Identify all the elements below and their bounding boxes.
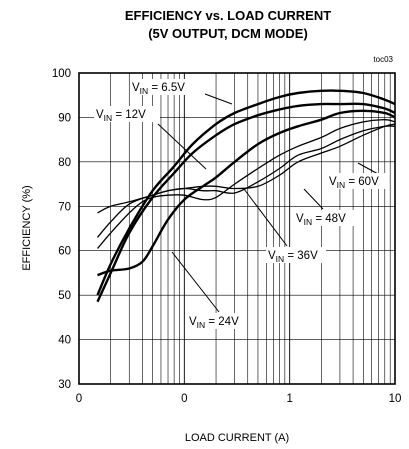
annotation-leader xyxy=(357,162,379,175)
annotation-label: VIN = 6.5V xyxy=(132,82,185,96)
chart-title-line-1: EFFICIENCY vs. LOAD CURRENT xyxy=(125,8,331,23)
plot-frame xyxy=(78,72,396,385)
chart-tag: toc03 xyxy=(373,55,393,64)
annotation-label: VIN = 48V xyxy=(296,213,346,227)
annotation-label: VIN = 60V xyxy=(329,176,379,190)
x-tick-label: 0 xyxy=(76,393,82,405)
annotation-bg xyxy=(266,247,326,263)
y-tick-label: 100 xyxy=(52,68,71,80)
x-axis-label: LOAD CURRENT (A) xyxy=(185,432,289,444)
series-annotations: VIN = 6.5V VIN = 12V VIN = 60V VIN = 48V VIN… xyxy=(94,79,387,330)
series-line-4 xyxy=(97,119,396,249)
series-line-1 xyxy=(96,89,396,296)
annotation-leader xyxy=(157,123,207,170)
y-tick-label: 70 xyxy=(58,201,71,213)
annotation-label: VIN = 24V xyxy=(189,316,239,330)
x-tick-label: 1 xyxy=(286,393,292,405)
series-lines xyxy=(96,89,396,303)
annotation-leader xyxy=(171,251,220,313)
annotation-bg xyxy=(130,79,204,95)
y-tick-label: 50 xyxy=(58,290,71,302)
x-tick-label: 10 xyxy=(389,393,402,405)
annotation-leader xyxy=(204,93,233,105)
grid xyxy=(79,73,395,384)
annotation-leader xyxy=(243,188,288,247)
annotation-leader xyxy=(303,188,324,210)
tick-labels: 0 0 1 10 30 40 50 60 70 80 90 100 xyxy=(52,68,402,405)
annotation-bg xyxy=(94,106,160,122)
y-tick-label: 30 xyxy=(58,379,71,391)
y-tick-label: 90 xyxy=(58,112,71,124)
chart-title-line-2: (5V OUTPUT, DCM MODE) xyxy=(148,26,308,41)
y-tick-label: 40 xyxy=(58,335,71,347)
annotation-bg xyxy=(187,313,247,329)
series-line-6 xyxy=(97,123,396,214)
annotation-label: VIN = 12V xyxy=(96,109,146,123)
y-axis-label: EFFICIENCY (%) xyxy=(21,185,33,270)
series-line-3 xyxy=(97,109,396,277)
x-tick-label: 0 xyxy=(181,393,187,405)
annotation-bg xyxy=(327,173,387,189)
series-line-2 xyxy=(96,102,396,303)
annotation-label: VIN = 36V xyxy=(268,250,318,264)
y-tick-label: 60 xyxy=(58,246,71,258)
y-tick-label: 80 xyxy=(58,157,71,169)
annotation-bg xyxy=(294,210,354,226)
